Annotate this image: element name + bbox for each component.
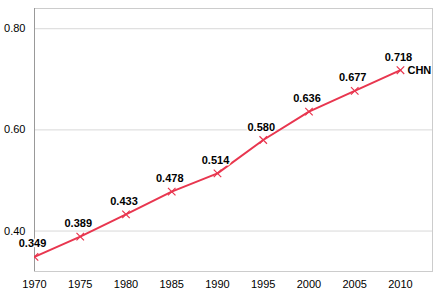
svg-text:0.60: 0.60 [4,123,25,135]
svg-text:0.514: 0.514 [202,154,230,166]
svg-text:0.580: 0.580 [247,121,275,133]
svg-text:2010: 2010 [388,278,412,290]
svg-text:CHN: CHN [407,64,431,76]
svg-text:2000: 2000 [297,278,321,290]
svg-text:0.349: 0.349 [19,237,47,249]
svg-text:0.677: 0.677 [339,71,367,83]
svg-text:0.389: 0.389 [64,217,92,229]
svg-text:0.478: 0.478 [156,172,184,184]
svg-text:2005: 2005 [342,278,366,290]
svg-text:1980: 1980 [114,278,138,290]
svg-text:1990: 1990 [205,278,229,290]
svg-text:1975: 1975 [68,278,92,290]
svg-text:0.636: 0.636 [293,92,321,104]
svg-text:0.433: 0.433 [110,195,138,207]
svg-text:1985: 1985 [159,278,183,290]
svg-text:0.40: 0.40 [4,225,25,237]
svg-text:0.718: 0.718 [385,51,413,63]
svg-text:1995: 1995 [251,278,275,290]
svg-text:0.80: 0.80 [4,22,25,34]
svg-text:1970: 1970 [22,278,46,290]
